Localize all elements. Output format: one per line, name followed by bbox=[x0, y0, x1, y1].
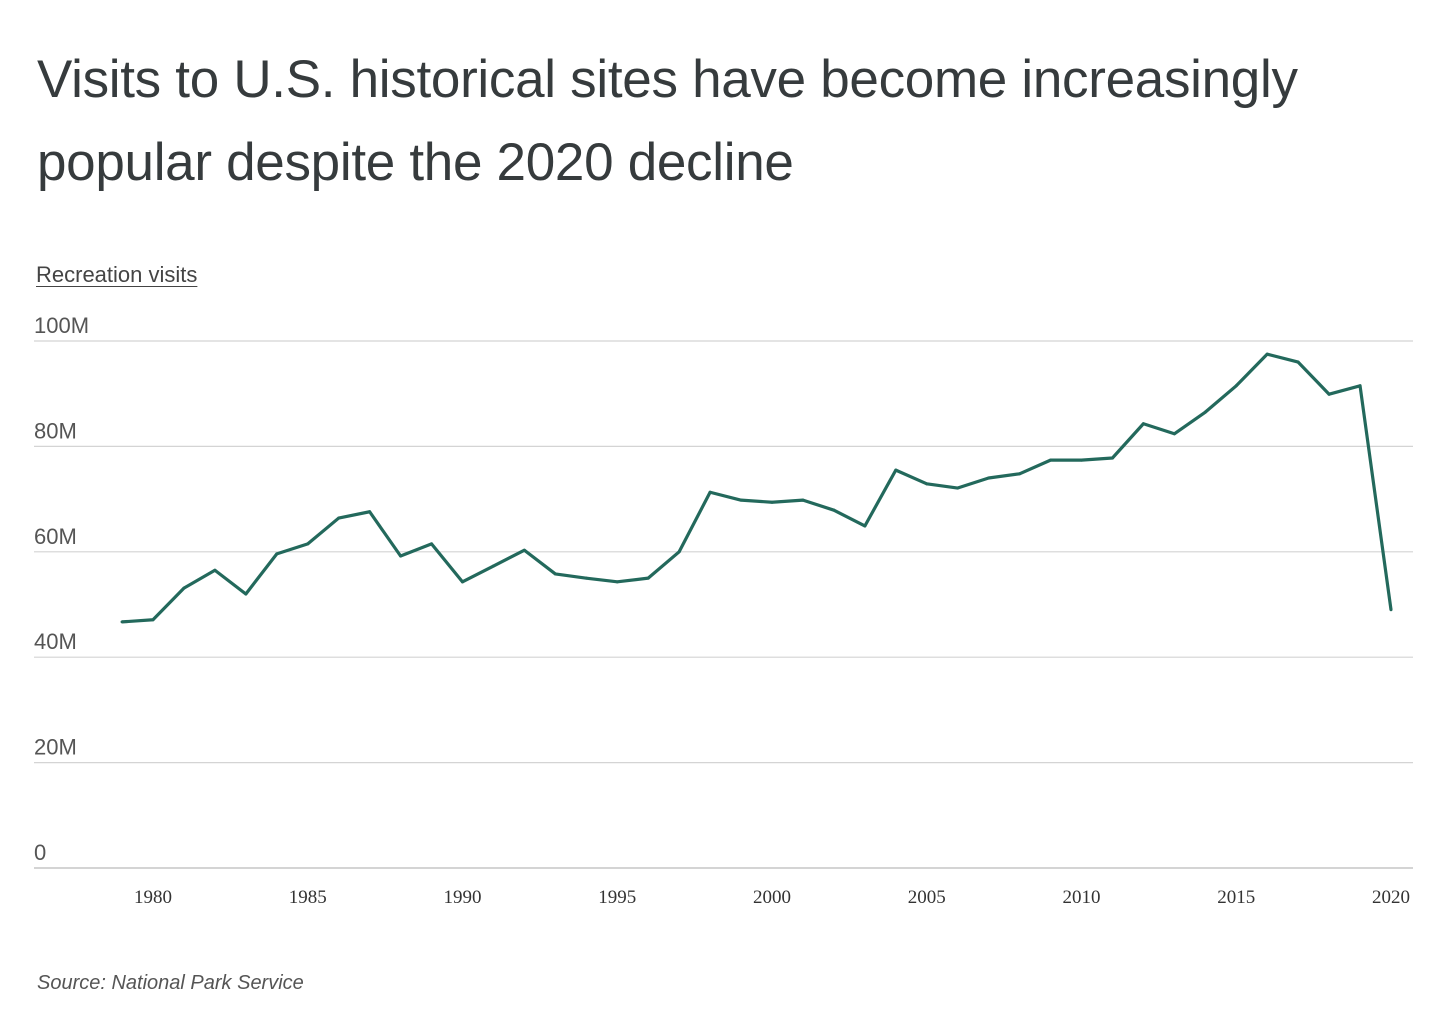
x-tick-label: 2000 bbox=[753, 887, 791, 908]
data-point-1981 bbox=[182, 586, 186, 590]
data-point-2003 bbox=[863, 524, 867, 528]
data-point-2013 bbox=[1172, 432, 1176, 436]
chart-title: Visits to U.S. historical sites have bec… bbox=[37, 50, 1298, 192]
data-point-2002 bbox=[832, 508, 836, 512]
data-point-2020 bbox=[1389, 608, 1393, 612]
data-point-1987 bbox=[368, 510, 372, 514]
y-tick-label: 80M bbox=[34, 418, 77, 443]
x-tick-label: 1980 bbox=[134, 887, 172, 908]
data-point-1982 bbox=[213, 568, 217, 572]
data-point-2008 bbox=[1018, 472, 1022, 476]
x-tick-label: 1985 bbox=[289, 887, 327, 908]
x-tick-label: 1990 bbox=[444, 887, 482, 908]
data-point-1986 bbox=[337, 516, 341, 520]
data-point-1989 bbox=[430, 542, 434, 546]
data-point-1984 bbox=[275, 552, 279, 556]
data-point-1997 bbox=[677, 550, 681, 554]
data-point-2011 bbox=[1110, 456, 1114, 460]
data-point-1979 bbox=[120, 620, 124, 624]
data-point-1999 bbox=[739, 498, 743, 502]
x-tick-label: 1995 bbox=[598, 887, 636, 908]
data-point-1994 bbox=[584, 576, 588, 580]
y-axis-label: Recreation visits bbox=[36, 262, 198, 287]
source-note: Source: National Park Service bbox=[37, 972, 304, 994]
data-point-1992 bbox=[522, 548, 526, 552]
data-point-1998 bbox=[708, 490, 712, 494]
data-point-2005 bbox=[925, 482, 929, 486]
y-tick-label: 0 bbox=[34, 840, 46, 865]
data-point-1996 bbox=[646, 576, 650, 580]
data-point-2012 bbox=[1141, 422, 1145, 426]
data-point-2004 bbox=[894, 468, 898, 472]
x-tick-label: 2015 bbox=[1217, 887, 1255, 908]
y-tick-label: 60M bbox=[34, 524, 77, 549]
data-point-1985 bbox=[306, 542, 310, 546]
data-point-1991 bbox=[491, 564, 495, 568]
series-line bbox=[121, 352, 1393, 624]
y-tick-label: 20M bbox=[34, 735, 77, 760]
data-point-1983 bbox=[244, 592, 248, 596]
data-point-2009 bbox=[1049, 458, 1053, 462]
data-point-1990 bbox=[461, 580, 464, 584]
x-tick-label: 2010 bbox=[1063, 887, 1101, 908]
data-point-1980 bbox=[151, 618, 155, 622]
y-tick-label: 40M bbox=[34, 629, 77, 654]
data-point-1993 bbox=[553, 572, 557, 576]
data-point-1995 bbox=[615, 580, 619, 584]
data-point-2001 bbox=[801, 498, 805, 502]
y-tick-label: 100M bbox=[34, 313, 89, 338]
x-tick-label: 2005 bbox=[908, 887, 946, 908]
data-point-2006 bbox=[956, 486, 960, 490]
data-point-2019 bbox=[1358, 384, 1362, 388]
x-tick-label: 2020 bbox=[1372, 887, 1410, 908]
data-point-1988 bbox=[399, 554, 403, 558]
data-point-2014 bbox=[1203, 410, 1207, 414]
data-point-2007 bbox=[987, 476, 991, 480]
data-point-2016 bbox=[1265, 352, 1269, 356]
data-point-2017 bbox=[1296, 360, 1300, 364]
data-point-2018 bbox=[1327, 392, 1331, 396]
data-point-2015 bbox=[1234, 384, 1238, 388]
data-point-2000 bbox=[770, 500, 774, 504]
data-point-2010 bbox=[1080, 458, 1083, 462]
